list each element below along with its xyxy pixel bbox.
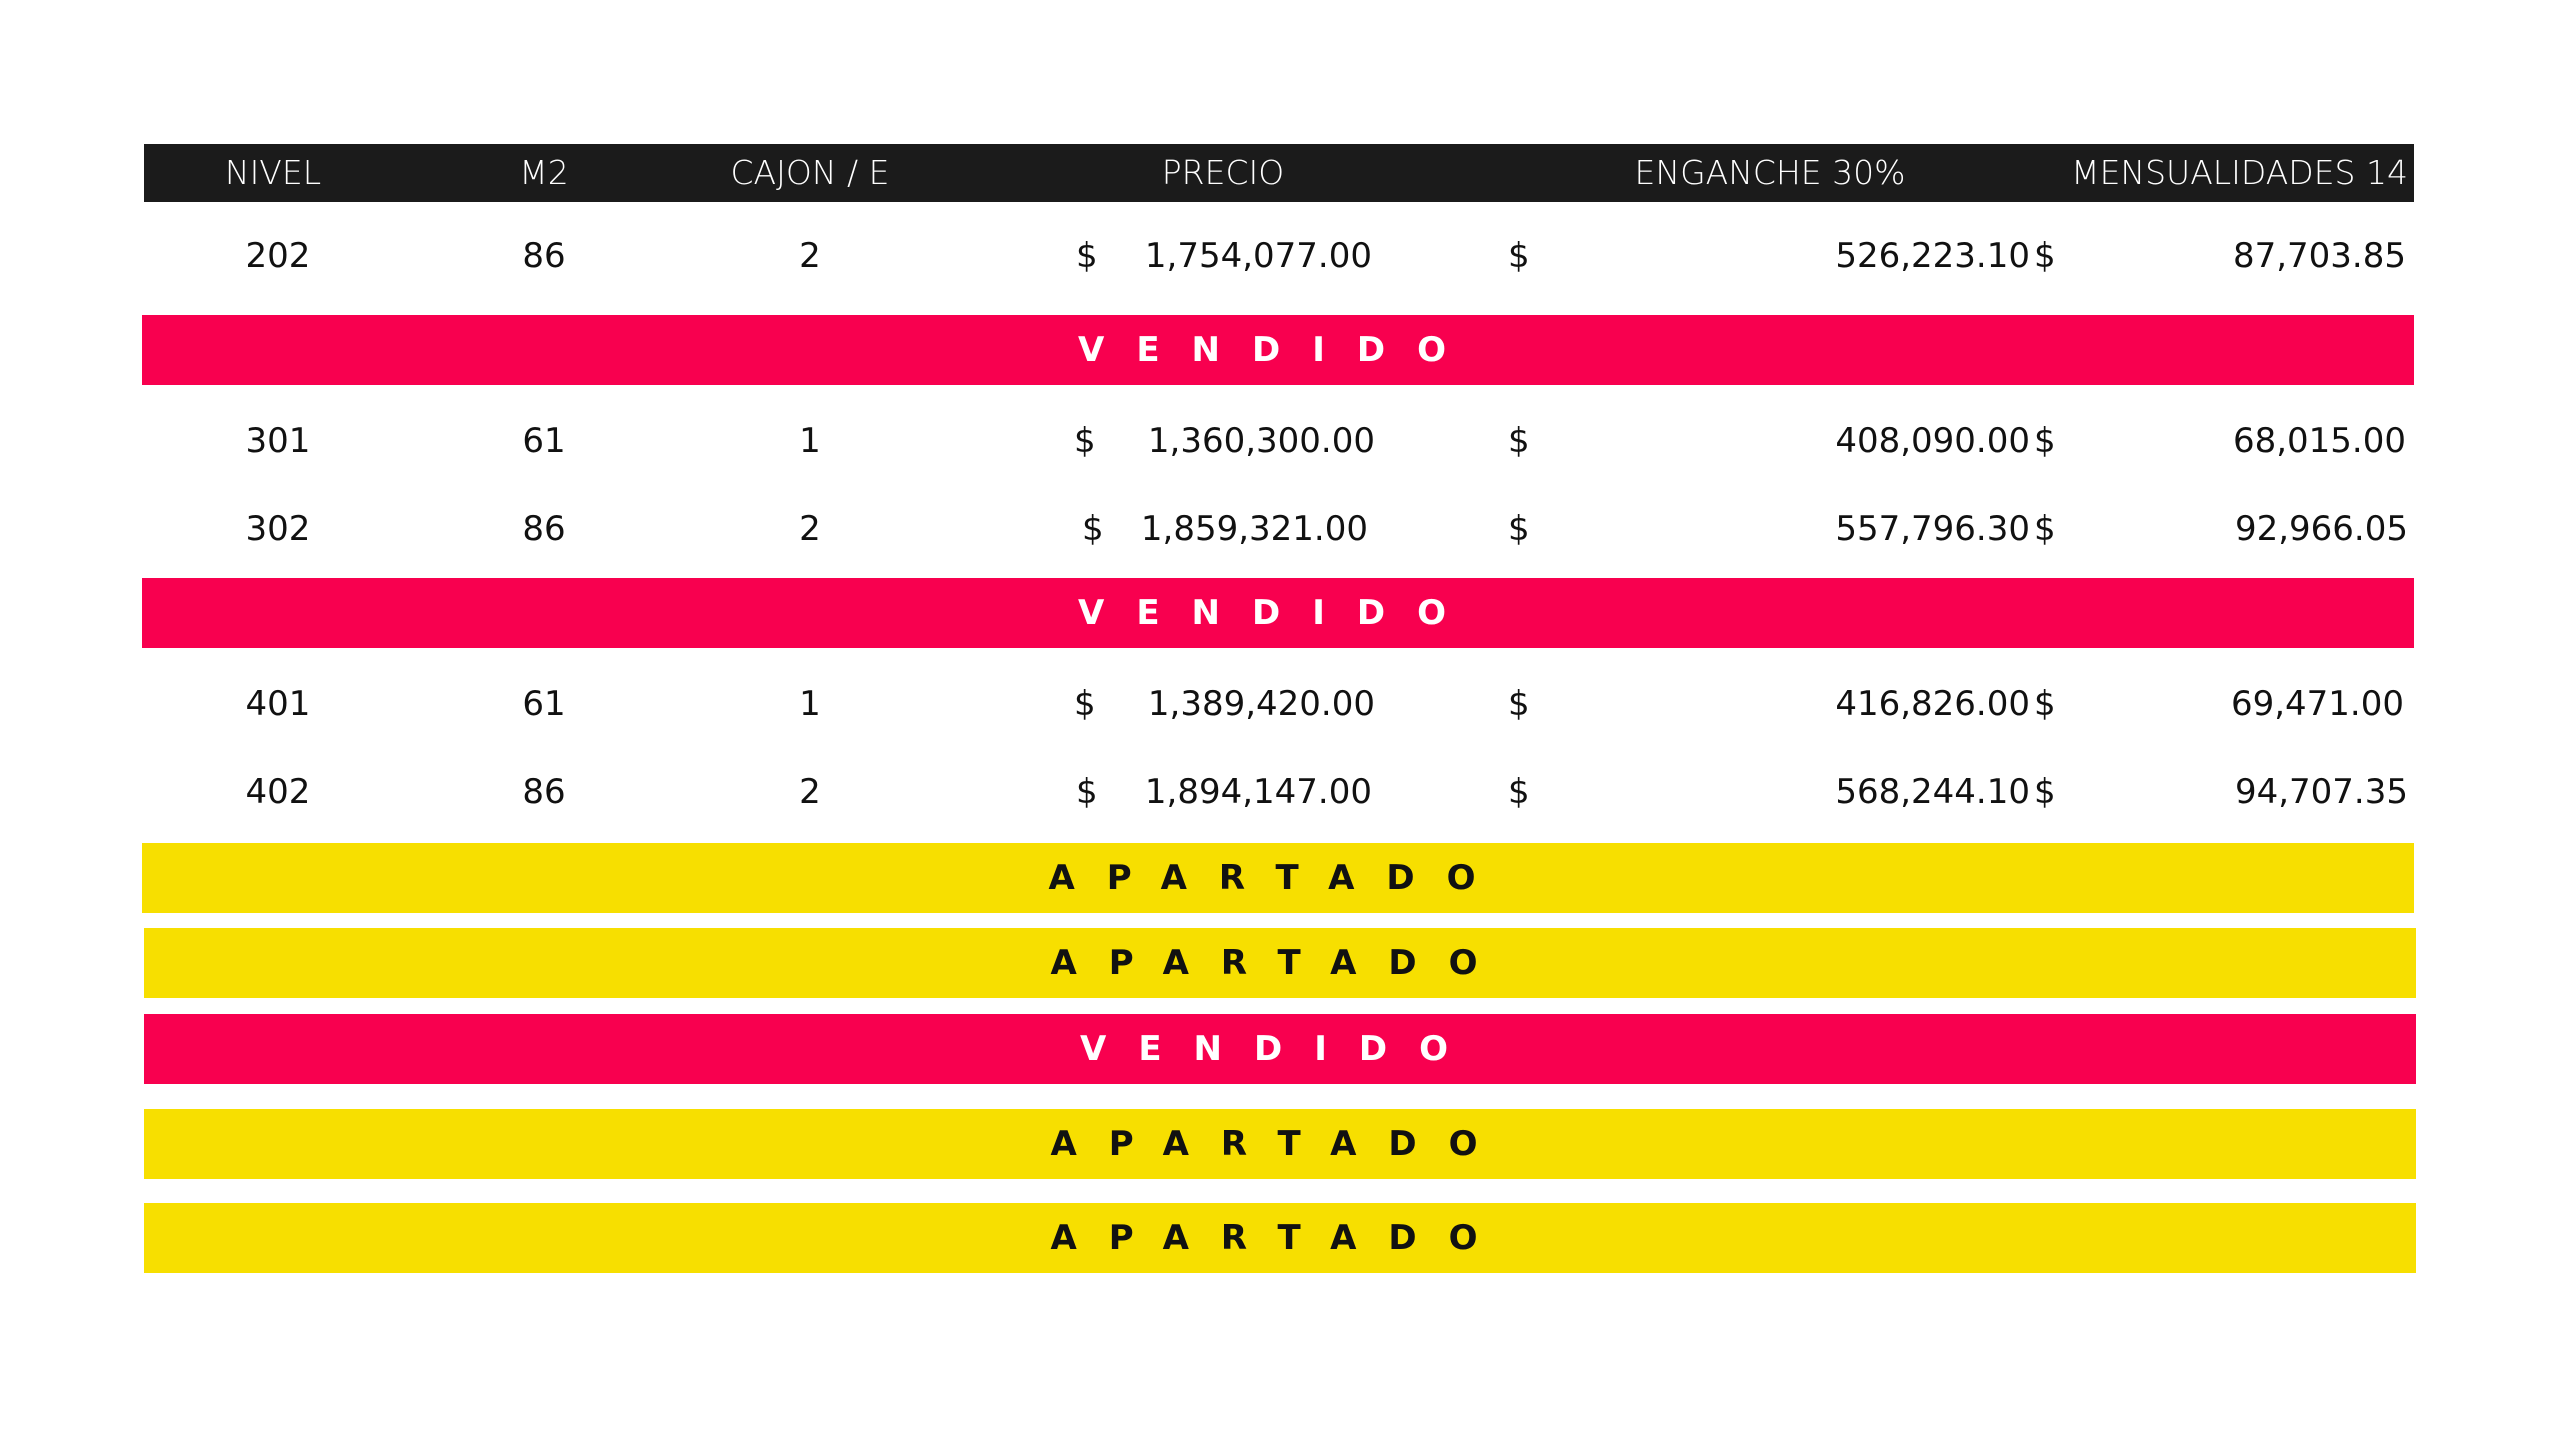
- cell-enganche: 408,090.00: [1835, 421, 2030, 461]
- cell-enganche: 526,223.10: [1835, 236, 2030, 276]
- cell-mensualidad: 69,471.00: [2230, 684, 2404, 724]
- header-mensualidades: MENSUALIDADES 14: [2071, 153, 2408, 192]
- currency-sign: $: [1082, 509, 1104, 549]
- header-precio: PRECIO: [1161, 153, 1285, 192]
- cell-nivel: 401: [245, 684, 311, 724]
- currency-sign: $: [2034, 684, 2056, 724]
- status-bar-apartado: APARTADO: [142, 843, 2414, 913]
- table-row: 402 86 2 $ 1,894,147.00 $ 568,244.10 $ 9…: [0, 762, 2560, 822]
- cell-precio: 1,754,077.00: [1144, 236, 1372, 276]
- table-row: 401 61 1 $ 1,389,420.00 $ 416,826.00 $ 6…: [0, 674, 2560, 734]
- cell-m2: 61: [522, 684, 566, 724]
- cell-cajon: 1: [799, 421, 821, 461]
- currency-sign: $: [1076, 772, 1098, 812]
- currency-sign: $: [1508, 236, 1530, 276]
- currency-sign: $: [1508, 684, 1530, 724]
- cell-m2: 61: [522, 421, 566, 461]
- header-nivel: NIVEL: [224, 153, 322, 192]
- currency-sign: $: [1074, 421, 1096, 461]
- cell-cajon: 1: [799, 684, 821, 724]
- table-header: NIVEL M2 CAJON / E PRECIO ENGANCHE 30% M…: [144, 144, 2414, 202]
- cell-mensualidad: 87,703.85: [2232, 236, 2406, 276]
- cell-precio: 1,360,300.00: [1147, 421, 1375, 461]
- cell-precio: 1,389,420.00: [1147, 684, 1375, 724]
- cell-mensualidad: 68,015.00: [2232, 421, 2406, 461]
- status-bar-vendido: VENDIDO: [142, 315, 2414, 385]
- cell-mensualidad: 94,707.35: [2234, 772, 2408, 812]
- status-bar-apartado: APARTADO: [144, 928, 2416, 998]
- currency-sign: $: [2034, 772, 2056, 812]
- currency-sign: $: [2034, 236, 2056, 276]
- table-row: 301 61 1 $ 1,360,300.00 $ 408,090.00 $ 6…: [0, 411, 2560, 471]
- header-m2: M2: [519, 153, 569, 192]
- table-row: 302 86 2 $ 1,859,321.00 $ 557,796.30 $ 9…: [0, 499, 2560, 559]
- cell-nivel: 301: [245, 421, 311, 461]
- currency-sign: $: [2034, 509, 2056, 549]
- cell-precio: 1,859,321.00: [1140, 509, 1368, 549]
- cell-enganche: 568,244.10: [1835, 772, 2030, 812]
- cell-cajon: 2: [799, 772, 821, 812]
- cell-nivel: 302: [245, 509, 311, 549]
- cell-nivel: 402: [245, 772, 311, 812]
- status-bar-vendido: VENDIDO: [142, 578, 2414, 648]
- table-row: 202 86 2 $ 1,754,077.00 $ 526,223.10 $ 8…: [0, 226, 2560, 286]
- cell-m2: 86: [522, 509, 566, 549]
- cell-m2: 86: [522, 772, 566, 812]
- cell-precio: 1,894,147.00: [1144, 772, 1372, 812]
- cell-m2: 86: [522, 236, 566, 276]
- cell-cajon: 2: [799, 236, 821, 276]
- currency-sign: $: [1074, 684, 1096, 724]
- header-enganche: ENGANCHE 30%: [1634, 153, 1906, 192]
- header-cajon: CAJON / E: [730, 153, 890, 192]
- cell-mensualidad: 92,966.05: [2234, 509, 2408, 549]
- cell-cajon: 2: [799, 509, 821, 549]
- cell-nivel: 202: [245, 236, 311, 276]
- status-bar-apartado: APARTADO: [144, 1109, 2416, 1179]
- status-bar-apartado: APARTADO: [144, 1203, 2416, 1273]
- currency-sign: $: [1508, 421, 1530, 461]
- cell-enganche: 416,826.00: [1835, 684, 2030, 724]
- currency-sign: $: [2034, 421, 2056, 461]
- currency-sign: $: [1076, 236, 1098, 276]
- currency-sign: $: [1508, 772, 1530, 812]
- status-bar-vendido: VENDIDO: [144, 1014, 2416, 1084]
- currency-sign: $: [1508, 509, 1530, 549]
- cell-enganche: 557,796.30: [1835, 509, 2030, 549]
